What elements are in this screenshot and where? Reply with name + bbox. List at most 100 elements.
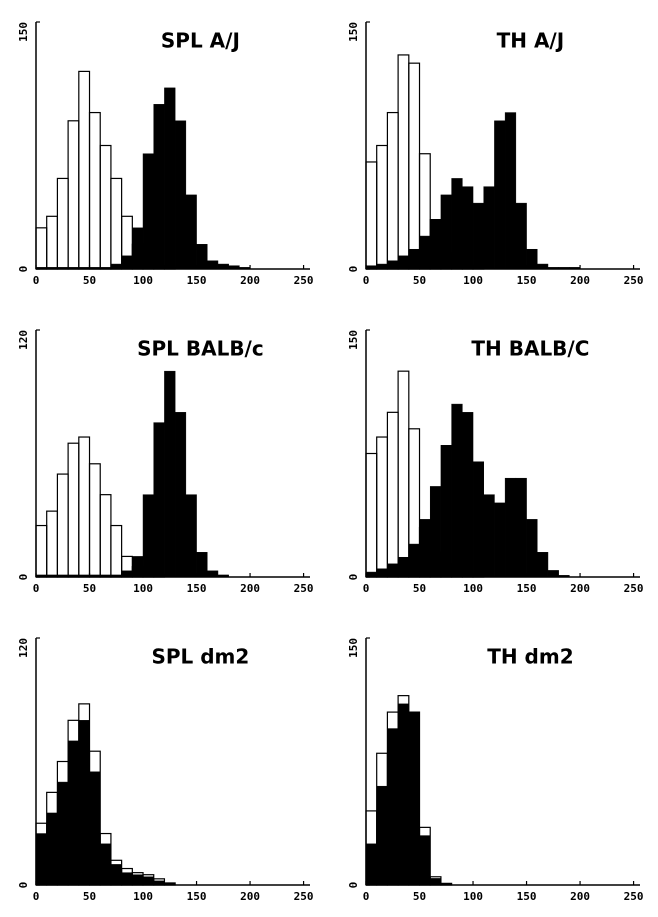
open-bin <box>121 215 133 270</box>
x-tick-label: 50 <box>83 582 96 595</box>
x-tick-label: 50 <box>413 274 426 287</box>
open-bin <box>418 826 431 886</box>
filled-bin <box>132 227 144 270</box>
filled-bin <box>67 740 80 886</box>
x-tick-label: 0 <box>363 890 370 903</box>
open-bin <box>397 54 410 270</box>
filled-bin <box>397 703 410 886</box>
x-tick-label: 0 <box>363 274 370 287</box>
x-tick-label: 50 <box>83 890 96 903</box>
x-tick-label: 100 <box>133 890 153 903</box>
open-bin <box>163 882 176 886</box>
filled-bin <box>440 194 452 270</box>
filled-bin <box>153 880 165 886</box>
open-bin <box>163 266 176 270</box>
open-bin <box>472 266 485 270</box>
filled-bin <box>462 412 474 578</box>
x-tick-label: 200 <box>240 274 260 287</box>
open-bin <box>397 370 410 578</box>
filled-bin <box>483 186 495 270</box>
panel-title: TH dm2 <box>487 645 573 669</box>
filled-bin <box>569 267 581 270</box>
y-tick-label: 150 <box>347 638 360 658</box>
open-bin <box>46 215 59 270</box>
open-bin <box>131 243 144 270</box>
filled-bin <box>365 571 377 578</box>
filled-bin <box>174 412 187 578</box>
x-tick-label: 100 <box>463 890 483 903</box>
open-bin <box>429 219 442 270</box>
open-bin <box>365 452 378 578</box>
x-tick-label: 250 <box>294 582 314 595</box>
open-bin <box>386 111 399 270</box>
filled-bin <box>451 178 463 270</box>
filled-bin <box>419 235 431 270</box>
filled-bin <box>547 570 559 578</box>
y-tick-label: 0 <box>347 266 360 273</box>
filled-bin <box>46 812 58 886</box>
open-bin <box>376 144 389 270</box>
filled-bin <box>89 771 101 886</box>
filled-bin <box>462 186 474 270</box>
open-bin <box>131 566 144 578</box>
filled-bin <box>387 260 399 270</box>
x-tick-label: 0 <box>33 274 40 287</box>
filled-bin <box>537 263 549 270</box>
y-tick-label: 0 <box>17 574 30 581</box>
filled-bin <box>451 403 463 578</box>
filled-bin <box>376 568 388 578</box>
open-bin <box>67 120 80 270</box>
filled-bin <box>429 219 442 270</box>
x-tick-label: 50 <box>413 890 426 903</box>
panel-title: TH BALB/C <box>471 337 589 361</box>
open-bin <box>386 411 399 578</box>
open-bin <box>408 428 421 578</box>
filled-bin <box>142 494 154 578</box>
open-bin <box>88 750 101 886</box>
x-tick-label: 0 <box>363 582 370 595</box>
filled-bin <box>537 552 549 578</box>
x-tick-label: 150 <box>187 582 207 595</box>
filled-bin <box>408 711 420 886</box>
filled-bin <box>558 575 570 578</box>
x-tick-label: 50 <box>413 582 426 595</box>
x-tick-label: 100 <box>463 582 483 595</box>
filled-bin <box>196 552 208 578</box>
open-bin <box>429 876 442 886</box>
x-tick-label: 200 <box>240 890 260 903</box>
y-tick-label: 150 <box>347 22 360 42</box>
filled-bin <box>121 255 133 270</box>
y-tick-label: 0 <box>347 882 360 889</box>
filled-bin <box>504 477 517 578</box>
filled-bin <box>239 267 251 270</box>
filled-bin <box>376 785 388 886</box>
open-bin <box>56 177 69 270</box>
x-tick-label: 250 <box>624 890 644 903</box>
panel-title: SPL BALB/c <box>137 337 264 361</box>
x-tick-label: 50 <box>83 274 96 287</box>
filled-bin <box>429 878 442 886</box>
filled-bin <box>207 570 219 578</box>
open-bin <box>88 111 101 270</box>
open-bin <box>472 574 485 578</box>
filled-bin <box>376 263 388 270</box>
y-tick-label: 0 <box>17 266 30 273</box>
open-bin <box>99 832 112 886</box>
open-bin <box>78 70 91 270</box>
filled-bin <box>153 422 165 578</box>
x-tick-label: 200 <box>570 582 590 595</box>
filled-bin <box>494 502 506 578</box>
y-tick-label: 150 <box>17 22 30 42</box>
open-bin <box>440 882 453 886</box>
open-bin <box>67 442 80 578</box>
filled-bin <box>78 720 90 886</box>
filled-bin <box>35 833 47 886</box>
filled-bin <box>387 563 399 578</box>
y-tick-label: 150 <box>347 330 360 350</box>
open-bin <box>376 436 389 578</box>
filled-bin <box>153 104 165 270</box>
y-tick-label: 0 <box>17 882 30 889</box>
x-tick-label: 100 <box>463 274 483 287</box>
panel-title: TH A/J <box>497 29 565 53</box>
